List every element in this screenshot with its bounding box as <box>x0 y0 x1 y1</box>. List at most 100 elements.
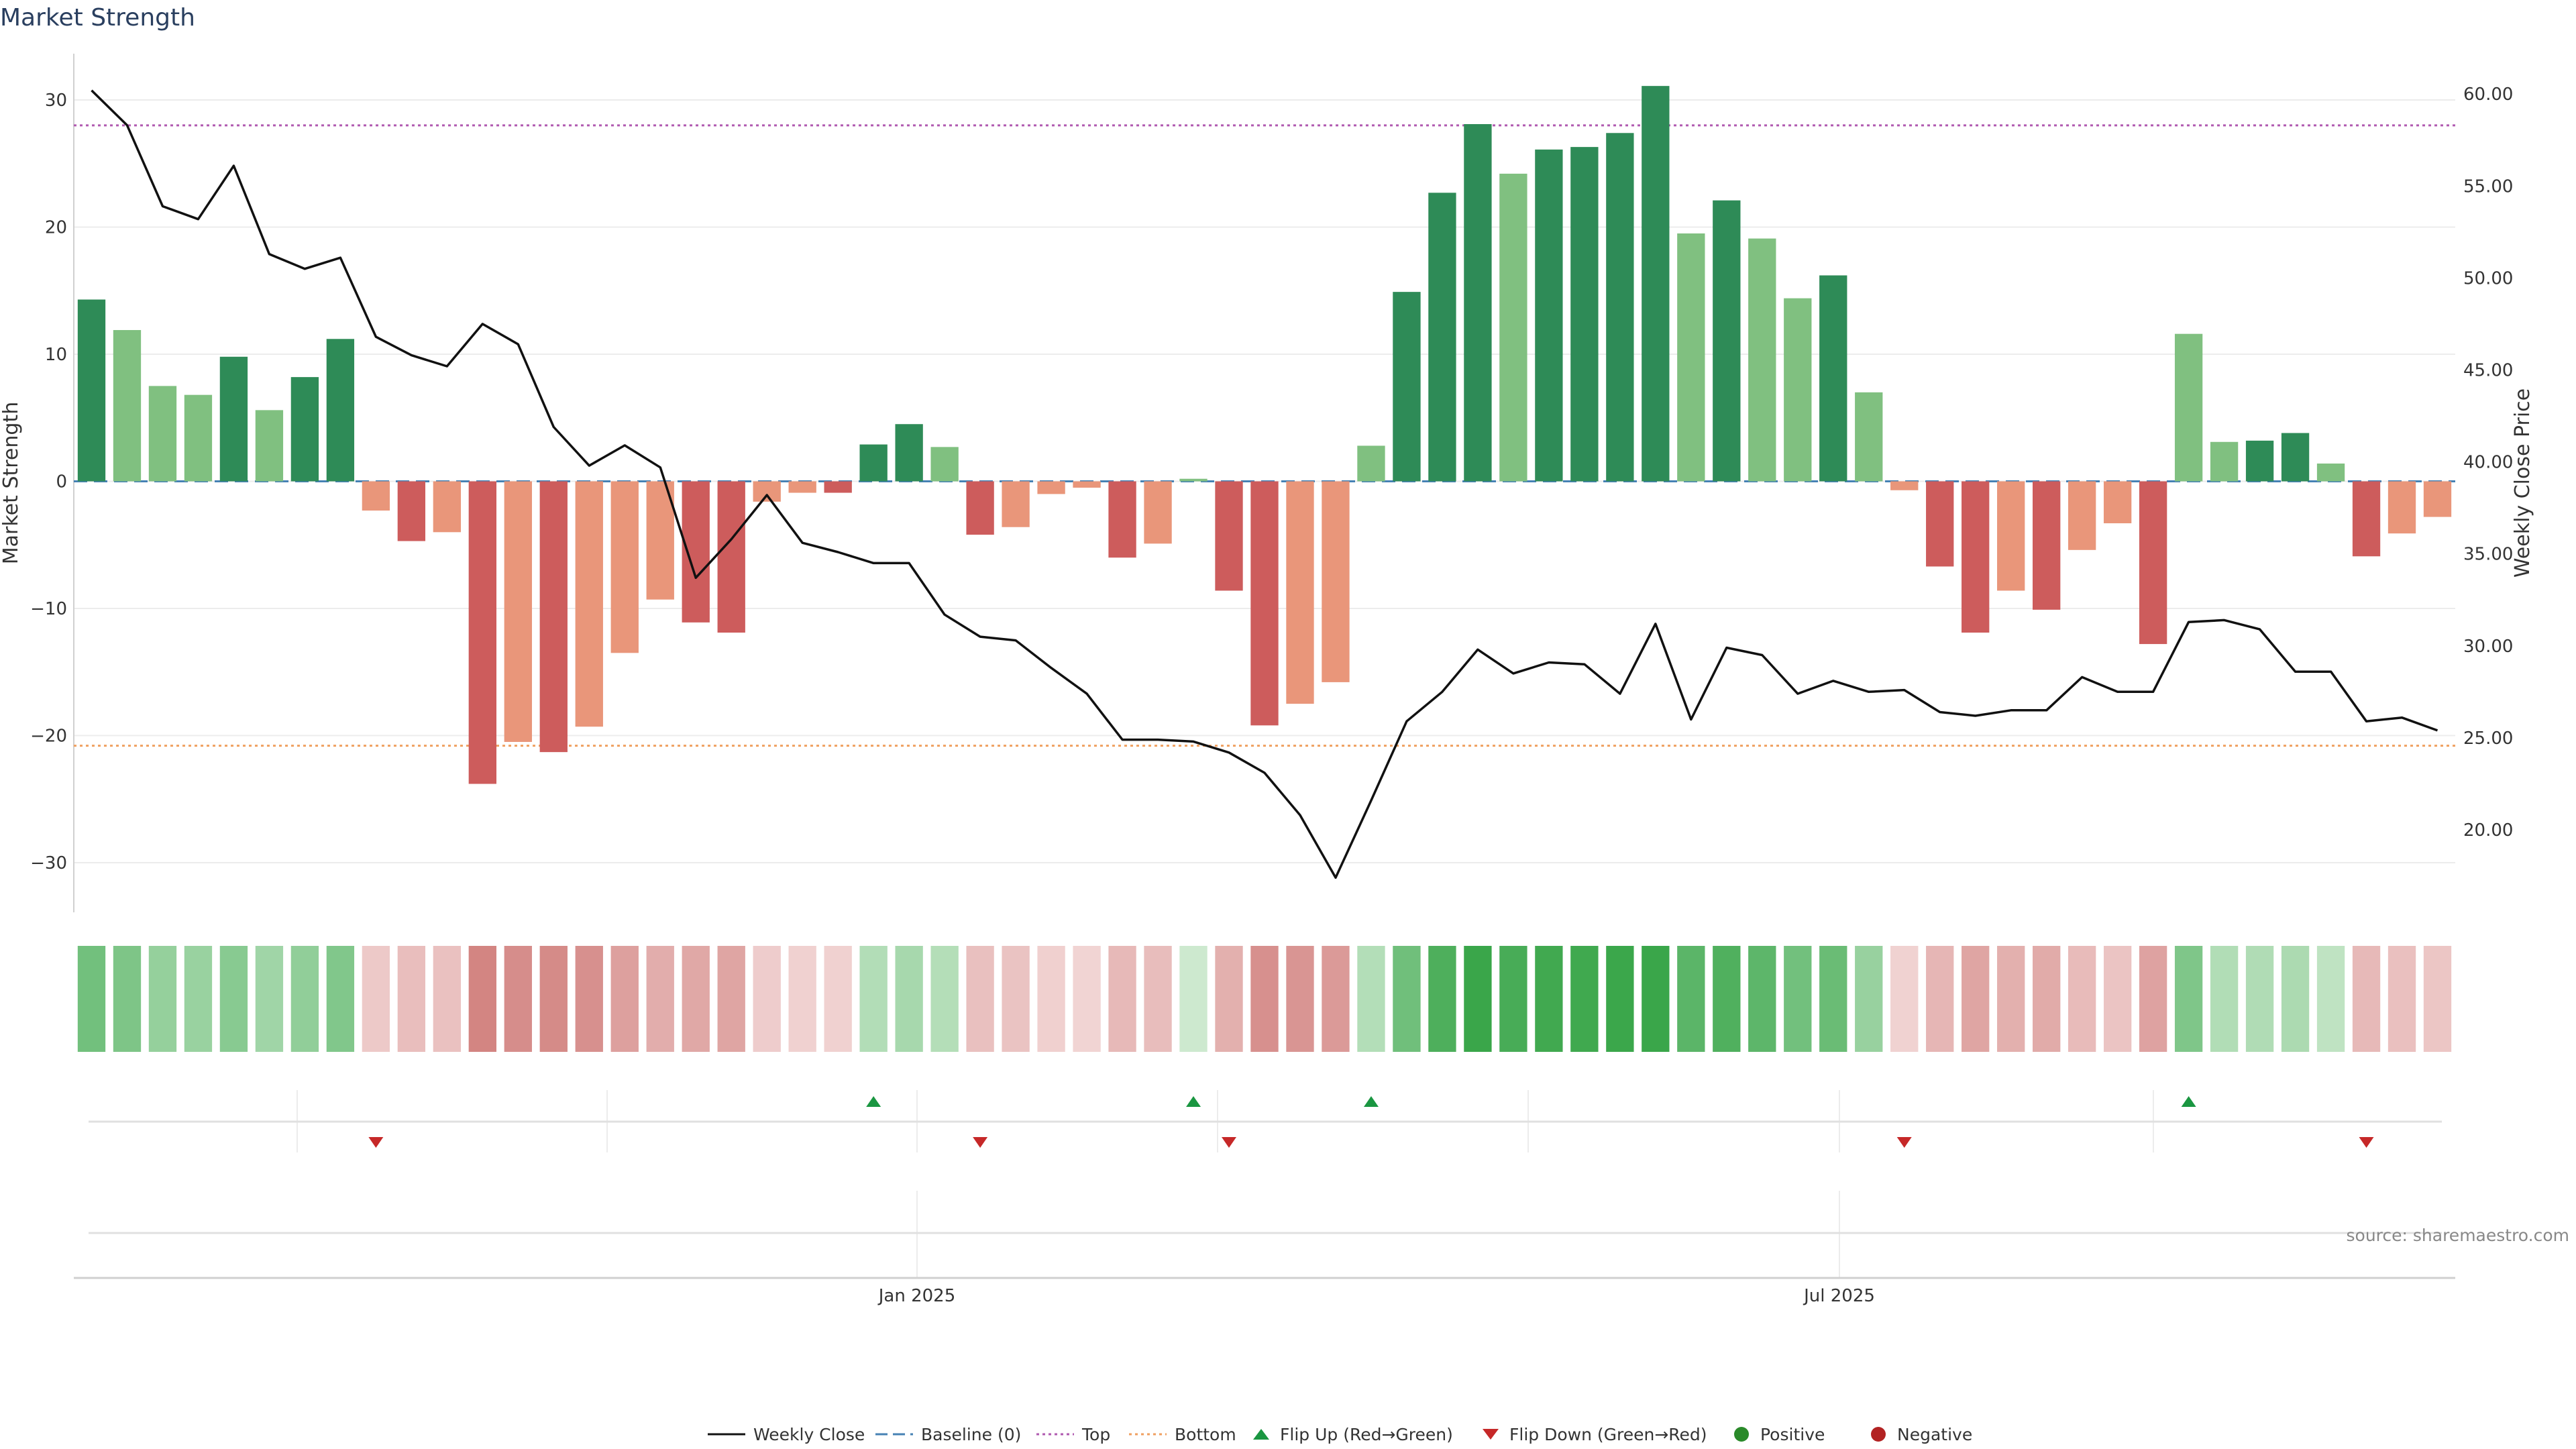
strength-bar <box>1179 478 1208 482</box>
strength-bar <box>113 329 142 482</box>
legend-label: Baseline (0) <box>921 1425 1021 1444</box>
heat-cell <box>610 946 639 1052</box>
strength-bar <box>2210 441 2239 482</box>
heat-cell <box>1606 946 1634 1052</box>
heat-cell <box>1037 946 1065 1052</box>
strength-bars <box>77 86 2452 784</box>
flip-down-marker <box>973 1137 988 1148</box>
legend-item: Flip Up (Red→Green) <box>1253 1425 1453 1444</box>
strength-bar <box>610 481 639 653</box>
heat-cell <box>1713 946 1741 1052</box>
y-axis-left: 30 20 10 0 −10 −20 −30 <box>30 91 67 873</box>
strength-bar <box>1570 147 1599 482</box>
heat-cell <box>1890 946 1919 1052</box>
strength-bar <box>290 377 319 482</box>
strength-bar <box>1144 481 1172 544</box>
strength-bar <box>930 447 959 482</box>
legend-item: Flip Down (Green→Red) <box>1483 1425 1707 1444</box>
heat-cell <box>1322 946 1350 1052</box>
legend-item: Positive <box>1734 1425 1825 1444</box>
strength-bar <box>717 481 745 633</box>
y-axis-right: 60.00 55.00 50.00 45.00 40.00 35.00 30.00 25.00… <box>2463 85 2513 841</box>
heat-cell <box>1144 946 1172 1052</box>
heat-cell <box>1464 946 1492 1052</box>
heat-cell <box>77 946 106 1052</box>
strength-bar <box>1890 481 1919 490</box>
heat-cell <box>1926 946 1954 1052</box>
heat-cell <box>788 946 816 1052</box>
heat-cell <box>290 946 319 1052</box>
y2-tick-label: 55.00 <box>2463 176 2513 197</box>
strength-bar <box>1393 292 1421 482</box>
heat-cell <box>1108 946 1136 1052</box>
strength-bar <box>1002 481 1030 527</box>
strength-bar <box>2316 463 2345 482</box>
strength-bar <box>504 481 532 742</box>
flip-up-marker <box>2181 1096 2196 1107</box>
strength-bar <box>1606 133 1634 482</box>
strength-bar <box>1784 298 1812 482</box>
heat-cell <box>2245 946 2274 1052</box>
heat-cell <box>2174 946 2203 1052</box>
strength-bar <box>397 481 426 541</box>
strength-bar <box>895 424 923 482</box>
heat-cell <box>682 946 710 1052</box>
heat-cell <box>1073 946 1101 1052</box>
heat-cell <box>1855 946 1883 1052</box>
y-tick-label: −30 <box>30 853 67 873</box>
legend-label: Positive <box>1760 1425 1825 1444</box>
legend-item: Top <box>1036 1425 1110 1444</box>
heat-cell <box>1535 946 1563 1052</box>
strength-bar <box>539 481 568 753</box>
heat-cell <box>362 946 390 1052</box>
flip-down-marker <box>2359 1137 2374 1148</box>
strength-bar <box>1926 481 1954 567</box>
heat-cell <box>1962 946 1990 1052</box>
strength-bar <box>966 481 994 535</box>
heat-cell <box>1250 946 1279 1052</box>
legend-flip-down-swatch <box>1483 1429 1499 1440</box>
strength-bar <box>575 481 603 727</box>
heat-cell <box>1357 946 1385 1052</box>
strength-bar <box>1073 481 1101 488</box>
heat-cell <box>2281 946 2310 1052</box>
heat-cell <box>219 946 248 1052</box>
strength-bar <box>362 481 390 511</box>
strength-bar <box>2387 481 2416 534</box>
strength-heat-strip <box>77 946 2452 1052</box>
y-tick-label: 10 <box>45 345 67 365</box>
legend-dot-swatch <box>1734 1427 1749 1442</box>
flip-down-marker <box>1222 1137 1237 1148</box>
strength-bar <box>1642 86 1670 482</box>
y-tick-label: −20 <box>30 727 67 747</box>
strength-bar <box>1428 193 1456 482</box>
heat-cell <box>2139 946 2167 1052</box>
heat-cell <box>930 946 959 1052</box>
strength-bar <box>1499 173 1527 482</box>
y2-tick-label: 25.00 <box>2463 729 2513 749</box>
strength-bar <box>77 299 106 482</box>
legend-label: Bottom <box>1175 1425 1236 1444</box>
flip-down-marker <box>368 1137 384 1148</box>
legend-label: Flip Up (Red→Green) <box>1280 1425 1453 1444</box>
heat-cell <box>539 946 568 1052</box>
strength-bar <box>468 481 496 784</box>
heat-cell <box>326 946 355 1052</box>
y2-tick-label: 40.00 <box>2463 453 2513 473</box>
x-axis: Jan 2025 Jul 2025 <box>74 1277 2455 1306</box>
strength-bar <box>1357 445 1385 482</box>
y-tick-label: 30 <box>45 91 67 111</box>
heat-cell <box>2387 946 2416 1052</box>
strength-bar <box>433 481 462 533</box>
heat-cell <box>2423 946 2452 1052</box>
strength-bar <box>255 410 284 482</box>
heat-cell <box>1393 946 1421 1052</box>
strength-bar <box>753 481 781 502</box>
legend-item: Negative <box>1871 1425 1972 1444</box>
y2-tick-label: 30.00 <box>2463 637 2513 657</box>
heat-cell <box>1428 946 1456 1052</box>
strength-bar <box>1108 481 1136 558</box>
legend-label: Weekly Close <box>753 1425 865 1444</box>
heat-cell <box>1748 946 1776 1052</box>
strength-bar <box>1748 238 1776 482</box>
